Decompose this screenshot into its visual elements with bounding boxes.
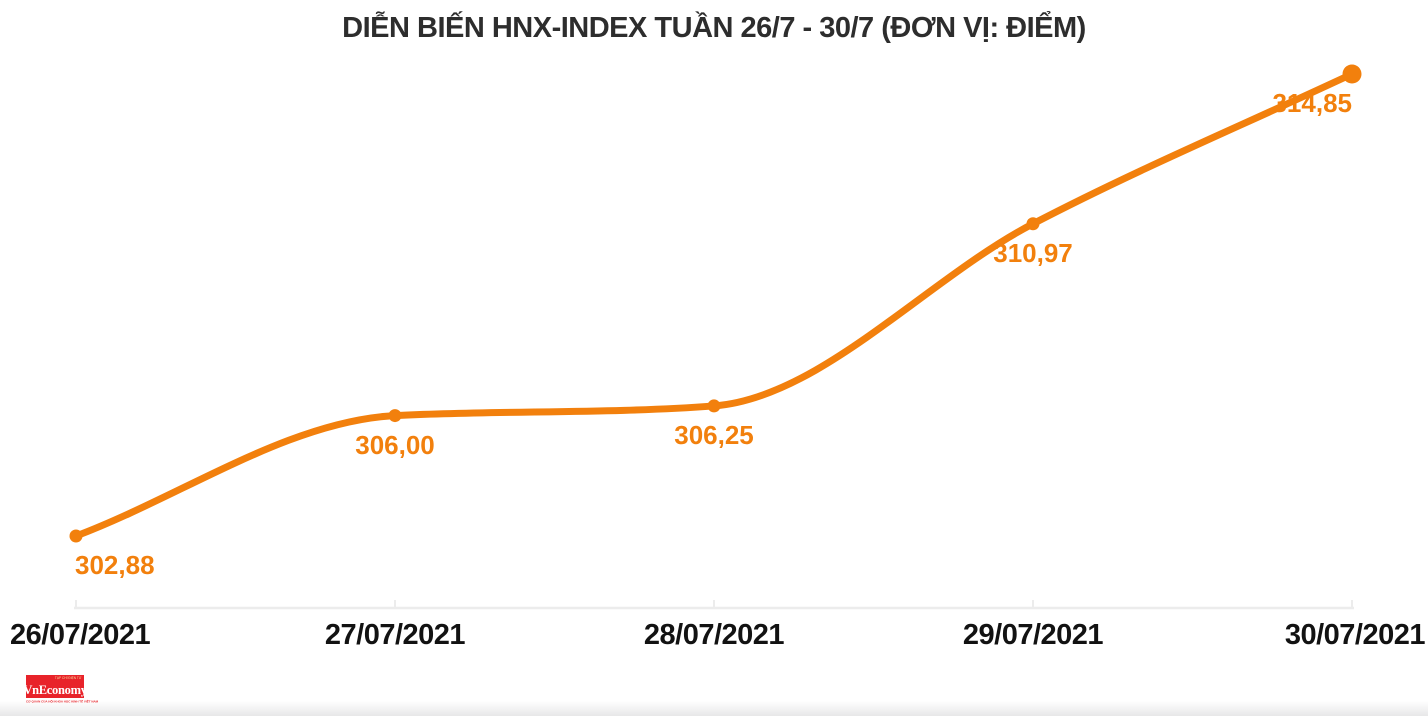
value-label: 310,97: [993, 237, 1073, 268]
value-label: 306,00: [355, 429, 435, 460]
x-axis-label: 28/07/2021: [643, 619, 785, 651]
data-point-dot: [707, 399, 721, 413]
chart-title: DIỄN BIẾN HNX-INDEX TUẦN 26/7 - 30/7 (ĐƠ…: [342, 12, 1086, 44]
x-axis-label: 30/07/2021: [1284, 619, 1426, 651]
value-label: 306,25: [674, 419, 754, 450]
x-axis-label: 27/07/2021: [324, 619, 466, 651]
vneconomy-logo-box: TẠP CHÍ ĐIỆN TỬ VnEconomy: [23, 675, 87, 698]
x-axis-label: 29/07/2021: [962, 619, 1104, 651]
x-axis-label: 26/07/2021: [10, 619, 151, 651]
data-points: [69, 64, 1362, 543]
data-point-dot: [388, 409, 402, 423]
x-axis-ticks: [75, 600, 1353, 608]
data-point-dot: [1026, 217, 1040, 231]
value-label: 314,85: [1272, 88, 1352, 118]
data-point-dot: [1342, 64, 1362, 84]
logo-wordmark: VnEconomy: [23, 683, 87, 697]
hnx-index-line: [72, 70, 1356, 540]
value-label: 302,88: [75, 550, 155, 580]
data-point-dot: [69, 529, 83, 543]
bottom-edge-gradient: [0, 701, 1428, 716]
logo-subtext: TẠP CHÍ ĐIỆN TỬ: [55, 676, 82, 680]
